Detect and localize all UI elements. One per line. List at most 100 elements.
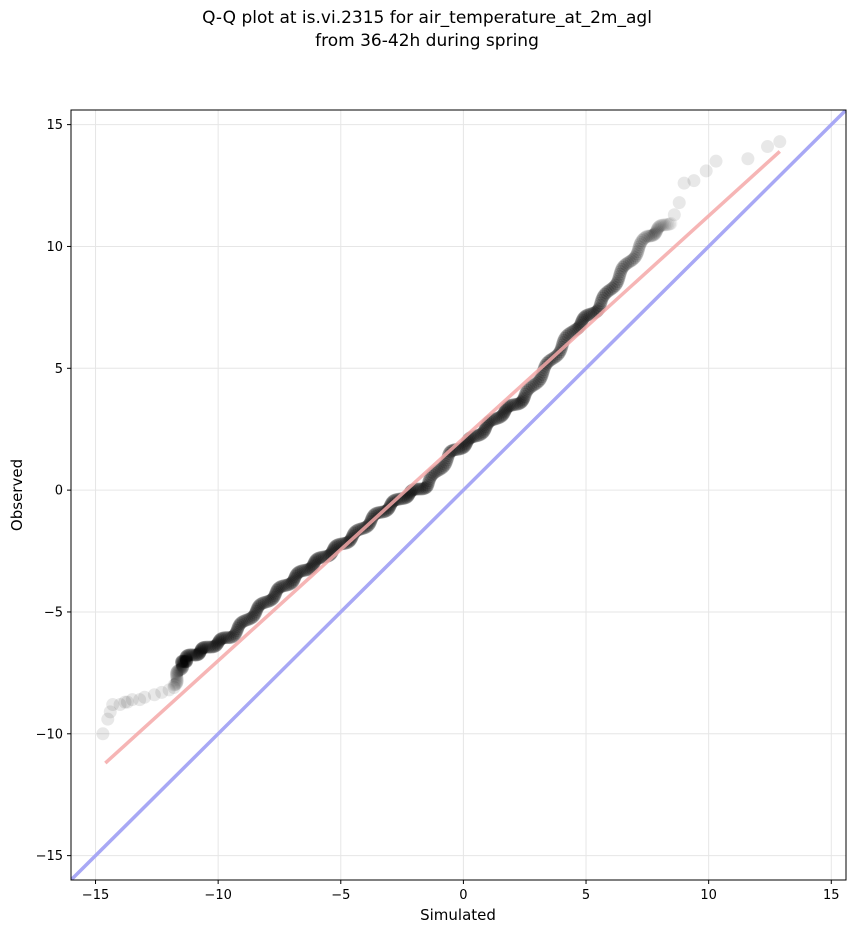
x-tick-label: −10 <box>204 888 231 903</box>
data-point <box>615 262 629 276</box>
data-point <box>637 232 651 246</box>
data-point <box>179 650 193 664</box>
data-point <box>172 663 186 677</box>
data-point <box>534 372 548 386</box>
data-point <box>672 196 686 210</box>
data-points <box>96 135 787 765</box>
data-point <box>307 557 321 571</box>
data-point <box>187 648 201 662</box>
x-axis-label: Simulated <box>420 906 496 924</box>
data-point <box>211 635 225 649</box>
data-point <box>179 652 193 666</box>
data-point <box>612 272 626 286</box>
data-point <box>170 673 184 687</box>
data-point <box>434 462 448 476</box>
data-point <box>316 550 330 564</box>
data-point <box>657 218 671 232</box>
data-point <box>469 429 483 443</box>
data-point <box>630 247 644 261</box>
data-point <box>282 577 296 591</box>
data-point <box>179 655 193 669</box>
grid <box>71 110 846 880</box>
data-point <box>555 338 569 352</box>
data-point <box>265 593 279 607</box>
data-point <box>195 641 209 655</box>
x-tick-label: 15 <box>823 888 840 903</box>
x-tick-label: −15 <box>82 888 109 903</box>
data-point <box>631 245 645 259</box>
data-point <box>180 654 194 668</box>
data-point <box>448 443 462 457</box>
data-point <box>652 220 666 234</box>
data-point <box>176 660 190 674</box>
data-point <box>254 597 268 611</box>
data-point <box>183 648 197 662</box>
data-point <box>211 636 225 650</box>
data-point <box>213 633 227 647</box>
data-point <box>227 628 241 642</box>
data-point <box>642 229 656 243</box>
data-point <box>621 256 635 270</box>
data-point <box>167 681 181 694</box>
data-point <box>179 651 193 665</box>
data-point <box>293 565 307 579</box>
data-point <box>598 287 612 301</box>
data-point <box>644 229 658 243</box>
data-point <box>651 221 665 235</box>
data-point <box>245 610 259 624</box>
data-point <box>191 648 205 662</box>
data-point <box>125 693 139 707</box>
data-point <box>277 579 291 593</box>
y-tick-label: 5 <box>55 362 63 377</box>
data-point <box>423 471 437 485</box>
data-point <box>229 625 243 639</box>
data-point <box>199 640 213 654</box>
data-point <box>650 222 664 236</box>
data-point <box>346 528 360 542</box>
data-point <box>605 282 619 296</box>
data-point <box>508 398 522 412</box>
data-point <box>175 654 189 668</box>
data-point <box>296 564 310 578</box>
data-point <box>437 459 451 473</box>
data-point <box>582 308 596 322</box>
data-point <box>235 615 249 629</box>
data-point <box>424 469 438 483</box>
data-point <box>238 614 252 628</box>
data-point <box>663 217 677 231</box>
data-point <box>219 631 233 645</box>
data-point <box>294 564 308 578</box>
data-point <box>648 226 662 240</box>
data-point <box>273 580 287 594</box>
data-point <box>471 428 485 442</box>
data-point <box>118 695 132 709</box>
identity-line <box>71 110 846 880</box>
data-point <box>645 229 659 243</box>
data-point <box>169 677 183 691</box>
data-point <box>176 659 190 673</box>
data-point <box>634 235 648 249</box>
data-point <box>599 286 613 300</box>
data-point <box>249 604 263 618</box>
data-point <box>616 260 630 274</box>
data-point <box>531 375 545 389</box>
data-point <box>640 229 654 243</box>
data-point <box>393 492 407 506</box>
data-point <box>420 480 434 494</box>
data-point <box>155 685 169 699</box>
data-point <box>181 648 195 662</box>
data-point <box>473 428 487 442</box>
data-point <box>300 563 314 577</box>
data-point <box>248 606 262 620</box>
data-point <box>527 378 541 392</box>
data-point <box>512 397 526 411</box>
data-point <box>178 655 192 669</box>
data-point <box>209 638 223 652</box>
data-point <box>578 309 592 323</box>
data-point <box>518 390 532 404</box>
data-point <box>113 698 127 712</box>
data-point <box>699 164 713 178</box>
data-point <box>279 578 293 592</box>
data-point <box>171 664 185 678</box>
